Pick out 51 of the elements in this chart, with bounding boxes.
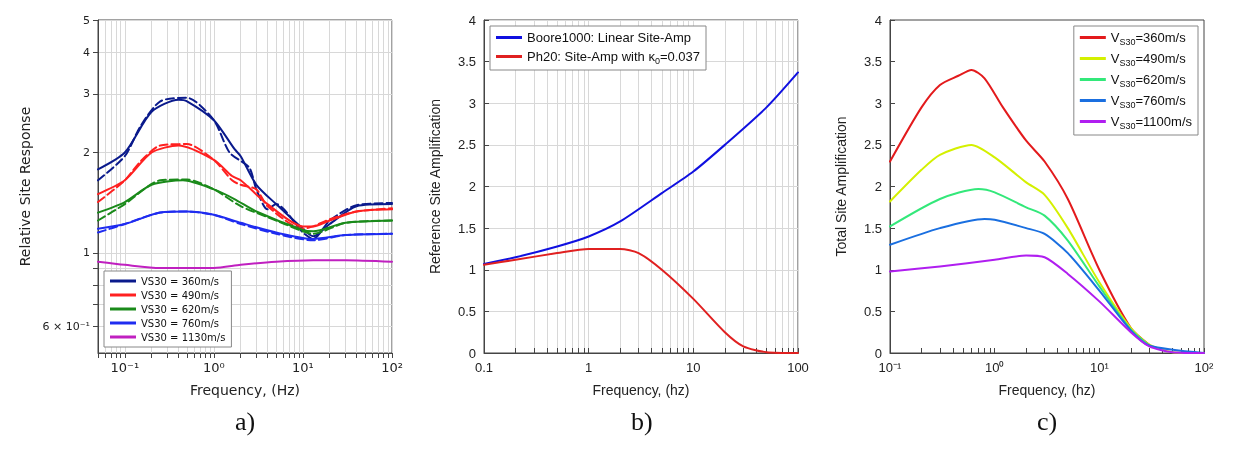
y-tick-label: 0.5 bbox=[863, 303, 882, 319]
text: a) bbox=[235, 406, 256, 436]
x-tick-label: 10¹ bbox=[292, 360, 314, 375]
y-tick-label: 2 bbox=[468, 179, 476, 194]
legend-label: Boore1000: Linear Site-Amp bbox=[527, 30, 692, 45]
x-tick-label: 10¹ bbox=[1089, 360, 1110, 375]
y-tick-label: 2.5 bbox=[863, 137, 882, 153]
y-axis-title: Total Site Amplification bbox=[833, 116, 849, 257]
y-tick-label: 5 bbox=[83, 13, 90, 27]
y-axis-title: Relative Site Response bbox=[16, 106, 33, 267]
x-tick-label: 10⁻¹ bbox=[110, 360, 140, 375]
y-tick-label: 4 bbox=[874, 12, 882, 28]
x-tick-label: 1 bbox=[585, 360, 593, 375]
y-tick-label: 3 bbox=[83, 87, 90, 101]
y-tick-label: 3.5 bbox=[457, 54, 476, 70]
legend-label: VS30 = 1130m/s bbox=[141, 331, 226, 343]
y-tick-label: 2.5 bbox=[457, 137, 476, 153]
y-tick-label: 3 bbox=[874, 95, 882, 111]
legend-label: VS30 = 620m/s bbox=[141, 303, 220, 315]
x-axis-title: Frequency, (hz) bbox=[592, 382, 690, 398]
y-tick-label: 2 bbox=[874, 179, 882, 194]
y-tick-label: 1.5 bbox=[457, 220, 476, 236]
y-tick-label: 1 bbox=[468, 262, 476, 278]
x-tick-label: 10⁰ bbox=[202, 360, 225, 375]
y-tick-label: 1.5 bbox=[863, 220, 882, 236]
x-axis-title: Frequency, (hz) bbox=[998, 382, 1096, 398]
y-tick-label: 4 bbox=[468, 12, 476, 28]
legend-label: VS30 = 490m/s bbox=[141, 289, 220, 301]
y-tick-label: 6 × 10⁻¹ bbox=[42, 320, 90, 334]
y-tick-label: 1 bbox=[83, 246, 90, 260]
y-tick-label: 2 bbox=[83, 146, 90, 160]
x-tick-label: 10 bbox=[686, 360, 701, 375]
y-tick-label: 0 bbox=[874, 345, 882, 361]
y-tick-label: 0 bbox=[468, 345, 476, 361]
x-tick-label: 100 bbox=[787, 360, 809, 375]
y-tick-label: 1 bbox=[874, 262, 882, 278]
y-tick-label: 0.5 bbox=[457, 303, 476, 319]
x-tick-label: 10² bbox=[381, 360, 403, 375]
x-tick-label: 10² bbox=[1194, 360, 1215, 375]
text: b) bbox=[631, 406, 653, 436]
y-tick-label: 4 bbox=[83, 45, 90, 59]
x-tick-label: 0.1 bbox=[474, 360, 494, 375]
x-tick-label: 10⁻¹ bbox=[878, 360, 903, 375]
x-axis-title: Frequency, (Hz) bbox=[189, 382, 301, 398]
legend-label: VS30 = 360m/s bbox=[141, 275, 220, 287]
y-axis-title: Reference Site Amplification bbox=[427, 98, 443, 275]
text: c) bbox=[1037, 406, 1058, 436]
y-tick-label: 3 bbox=[468, 95, 476, 111]
x-tick-label: 10⁰ bbox=[984, 360, 1005, 375]
legend-label: VS30 = 760m/s bbox=[141, 317, 220, 329]
y-tick-label: 3.5 bbox=[863, 54, 882, 70]
